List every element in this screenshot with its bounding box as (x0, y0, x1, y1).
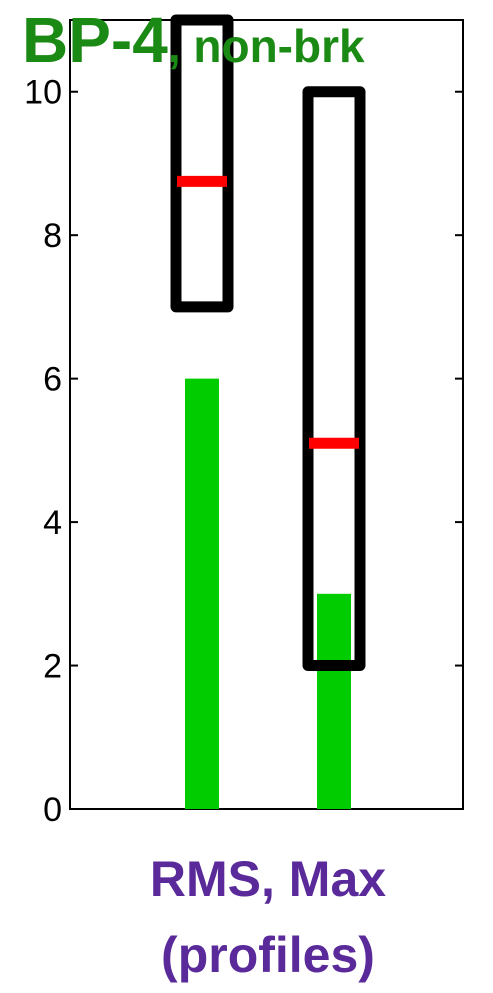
range-box-max (302, 86, 366, 672)
y-tick-label: 6 (43, 361, 62, 399)
bar-max (317, 593, 351, 809)
y-tick-label: 0 (43, 791, 62, 829)
bar-series (185, 378, 351, 809)
y-tick-label: 8 (43, 217, 62, 255)
bar-rms (185, 378, 219, 809)
chart-title-main: BP-4 (22, 4, 168, 76)
plot-frame (69, 19, 464, 810)
chart-title-sub: , non-brk (168, 20, 365, 72)
chart-title: BP-4, non-brk (22, 4, 365, 76)
y-axis: 0 2 4 6 8 10 (24, 74, 463, 829)
range-series (170, 14, 366, 672)
y-tick-label: 2 (43, 648, 62, 686)
y-tick-label: 4 (43, 504, 62, 542)
x-axis-label-line2: (profiles) (161, 927, 375, 983)
y-tick-label: 10 (24, 74, 62, 112)
x-axis-label-line1: RMS, Max (150, 851, 386, 907)
range-box-rms (170, 14, 234, 313)
